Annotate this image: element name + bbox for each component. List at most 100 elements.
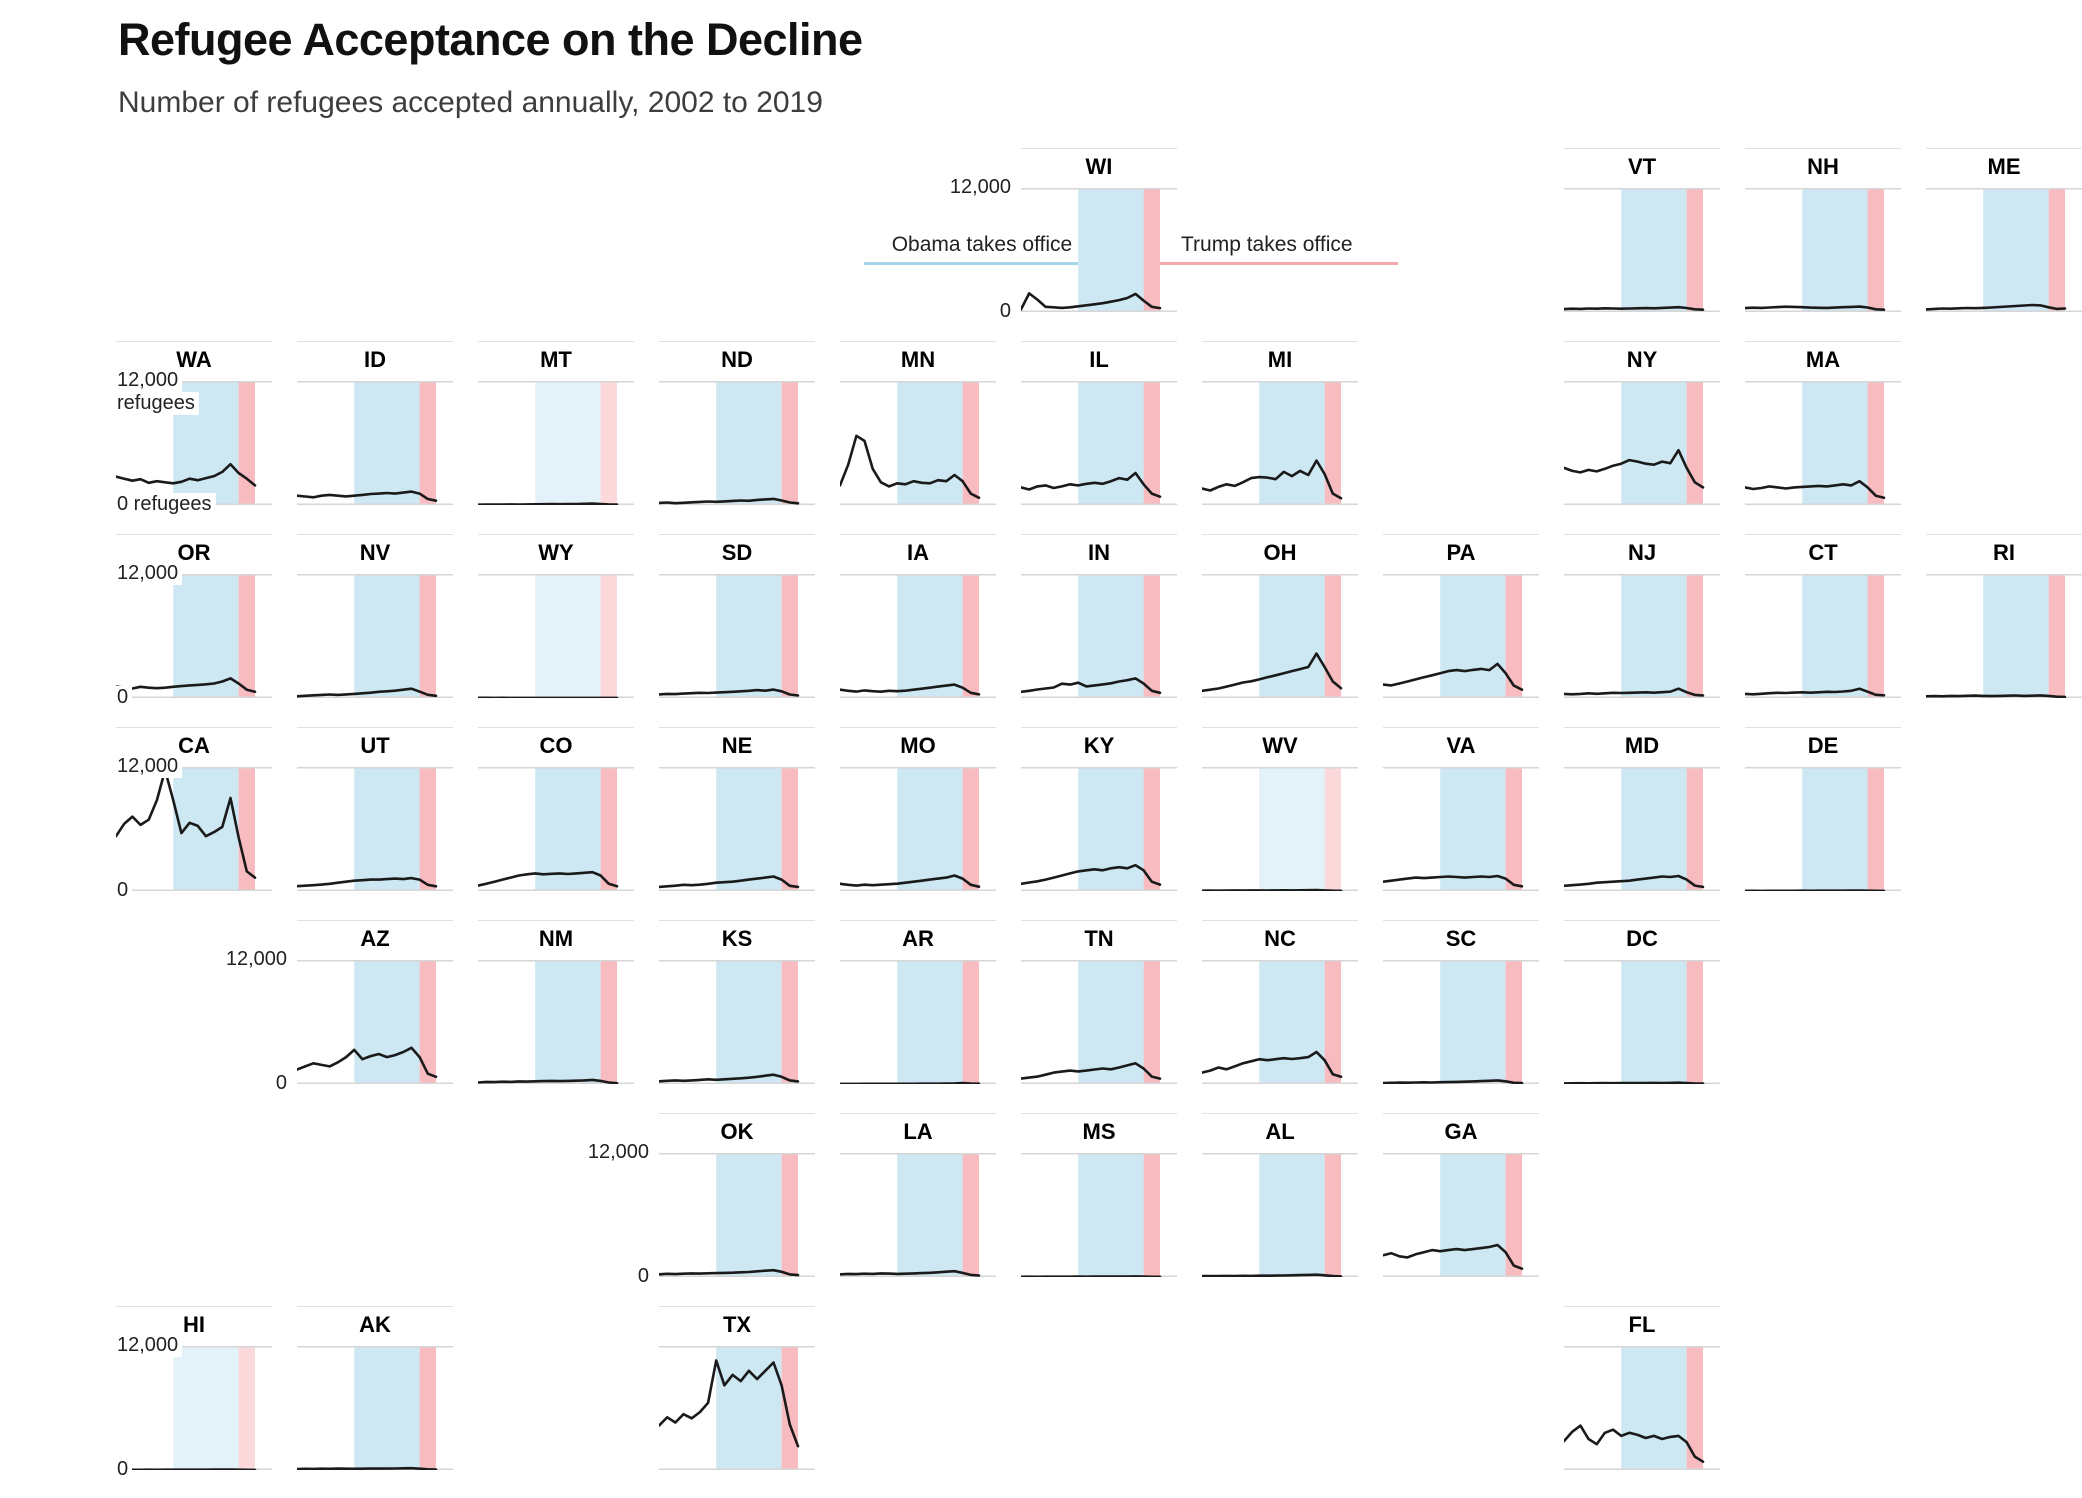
state-label-nd: ND [721,347,753,372]
data-line-az [297,1046,438,1079]
cell-top-rule [659,534,815,535]
obama-band [716,960,782,1084]
state-cell-mo: MO [840,727,996,891]
cell-top-rule [116,1306,272,1307]
state-label-ar: AR [902,926,934,951]
trump-band [1324,960,1341,1084]
state-label-oh: OH [1263,540,1297,565]
state-cell-wa: WA [116,341,272,505]
chart-ar [840,960,996,1084]
chart-ms [1021,1153,1177,1277]
data-line-md [1564,874,1705,889]
state-label-mi: MI [1267,347,1293,372]
state-cell-la: LA [840,1113,996,1277]
obama-band [1078,767,1144,891]
data-line-ne [659,875,800,889]
trump-band [781,960,798,1084]
cell-top-rule [116,534,272,535]
trump-band [600,960,617,1084]
y-axis-max-label: 12,000 [116,755,183,778]
page-subtitle: Number of refugees accepted annually, 20… [118,86,823,119]
state-label-wv: WV [1262,733,1298,758]
obama-band [1078,1153,1144,1277]
trump-band [1324,574,1341,698]
state-label-ct: CT [1808,540,1838,565]
trump-band [1143,188,1160,312]
state-label-tn: TN [1084,926,1114,951]
cell-top-rule [1021,148,1177,149]
obama-band [1621,188,1687,312]
obama-band [173,574,239,698]
chart-tn [1021,960,1177,1084]
state-cell-ga: GA [1383,1113,1539,1277]
trump-band [962,767,979,891]
obama-band [716,767,782,891]
trump-band [962,381,979,505]
state-cell-id: ID [297,341,453,505]
cell-top-rule [1745,534,1901,535]
chart-md [1564,767,1720,891]
state-label-tx: TX [722,1312,752,1337]
state-label-in: IN [1088,540,1110,565]
cell-top-rule [1564,148,1720,149]
state-cell-nv: NV [297,534,453,698]
cell-top-rule [1564,1306,1720,1307]
trump-annotation-line [1160,262,1398,265]
obama-band [716,574,782,698]
chart-oh [1202,574,1358,698]
state-cell-ok: OK [659,1113,815,1277]
trump-band [238,381,255,505]
state-cell-al: AL [1202,1113,1358,1277]
data-line-al [1202,1273,1343,1277]
state-label-ma: MA [1805,347,1841,372]
obama-band [1983,574,2049,698]
cell-top-rule [840,534,996,535]
chart-in [1021,574,1177,698]
state-cell-ca: CA [116,727,272,891]
state-cell-hi: HI [116,1306,272,1470]
state-cell-dc: DC [1564,920,1720,1084]
state-label-ne: NE [721,733,753,758]
state-label-az: AZ [360,926,390,951]
obama-band [1078,381,1144,505]
chart-co [478,767,634,891]
chart-ne [659,767,815,891]
chart-ri [1926,574,2082,698]
state-label-ny: NY [1626,347,1658,372]
data-line-mi [1202,459,1343,500]
data-line-pa [1383,662,1524,691]
y-axis-zero-label: 0 refugees [116,493,216,516]
chart-id [297,381,453,505]
trump-band [1867,767,1884,891]
chart-pa [1383,574,1539,698]
trump-band [419,1346,436,1470]
state-label-ga: GA [1444,1119,1478,1144]
state-cell-ne: NE [659,727,815,891]
state-cell-or: OR [116,534,272,698]
state-label-wa: WA [176,347,212,372]
obama-band [897,1153,963,1277]
obama-band [535,574,601,698]
cell-top-rule [1021,1113,1177,1114]
obama-band [1621,767,1687,891]
cell-top-rule [478,341,634,342]
cell-top-rule [1564,341,1720,342]
trump-band [1867,381,1884,505]
state-label-ok: OK [720,1119,754,1144]
trump-band [1505,767,1522,891]
chart-ky [1021,767,1177,891]
chart-al [1202,1153,1358,1277]
trump-band [1686,574,1703,698]
chart-wa [116,381,272,505]
trump-band [1505,960,1522,1084]
data-line-nh [1745,305,1886,311]
state-label-sd: SD [721,540,753,565]
state-cell-nj: NJ [1564,534,1720,698]
state-cell-nd: ND [659,341,815,505]
chart-ga [1383,1153,1539,1277]
chart-mi [1202,381,1358,505]
state-label-va: VA [1446,733,1476,758]
chart-hi [116,1346,272,1470]
state-label-co: CO [539,733,573,758]
